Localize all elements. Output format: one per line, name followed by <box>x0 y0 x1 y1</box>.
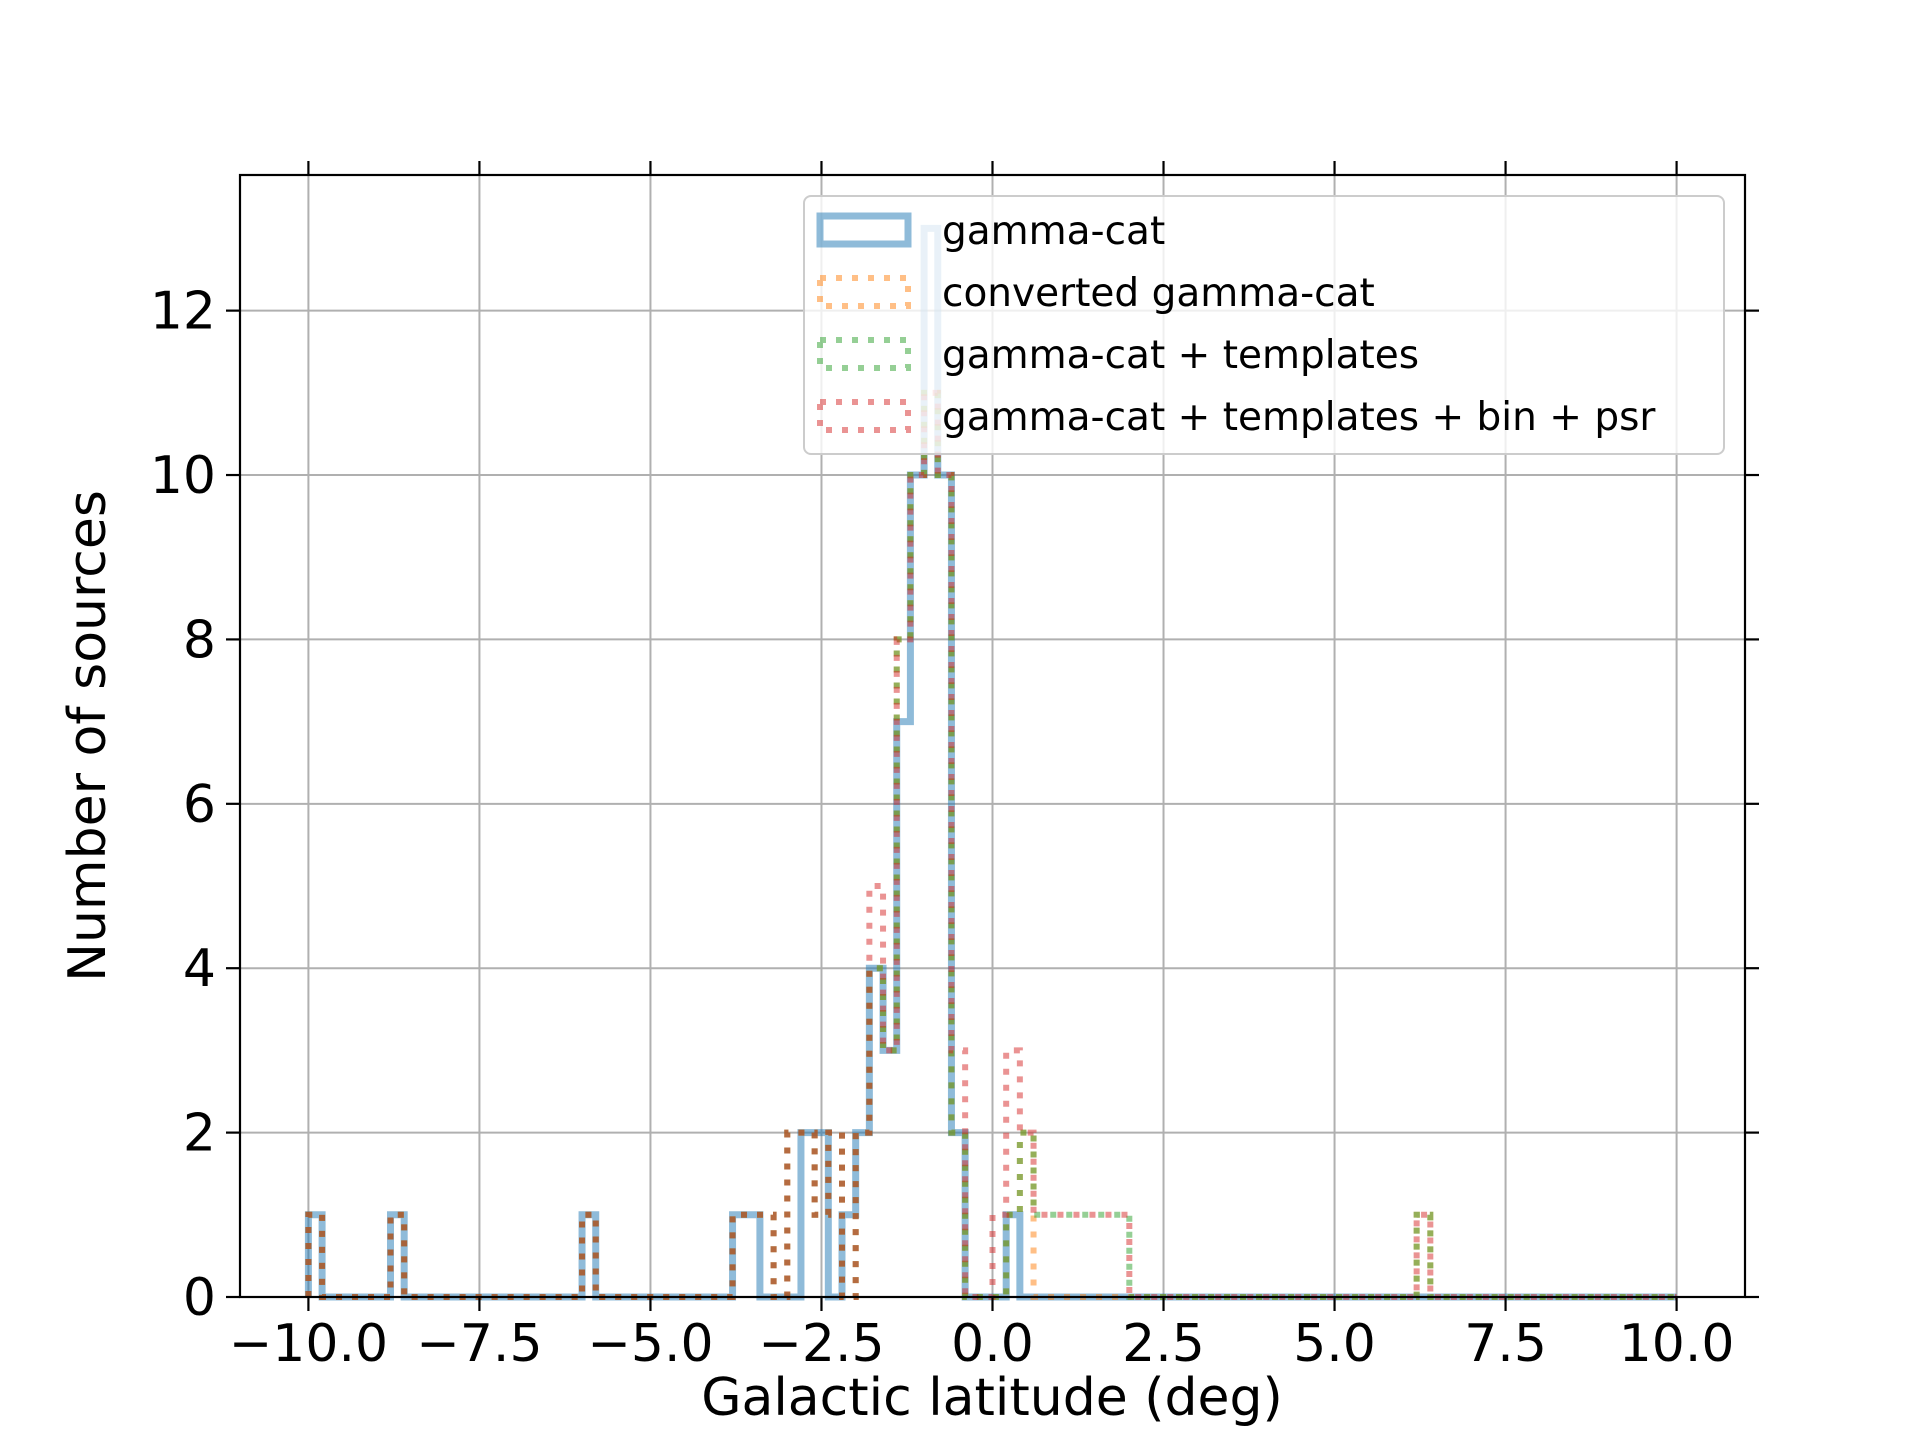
y-tick-label: 0 <box>183 1268 216 1328</box>
legend-label-2: converted gamma-cat <box>942 271 1375 316</box>
x-tick-label: 5.0 <box>1293 1314 1376 1374</box>
y-tick-label: 10 <box>150 446 216 506</box>
legend-label-3: gamma-cat + templates <box>942 333 1419 378</box>
legend-frame <box>803 195 1725 455</box>
x-tick-label: 2.5 <box>1122 1314 1205 1374</box>
legend: gamma-cat converted gamma-cat gamma-cat + … <box>803 195 1725 455</box>
axis-ticks: −10.0 −7.5 −5.0 −2.5 0.0 2.5 5.0 7.5 10.0 0 2 4 6 8 10… <box>150 161 1759 1374</box>
y-tick-label: 6 <box>183 775 216 835</box>
legend-swatch-2 <box>817 275 911 309</box>
x-tick-label: −5.0 <box>587 1314 713 1374</box>
legend-label-4: gamma-cat + templates + bin + psr <box>942 395 1656 440</box>
legend-label-1: gamma-cat <box>942 209 1165 254</box>
y-tick-label: 2 <box>183 1104 216 1164</box>
x-axis-label: Galactic latitude (deg) <box>701 1368 1283 1428</box>
x-tick-label: −2.5 <box>758 1314 884 1374</box>
x-tick-label: 10.0 <box>1619 1314 1735 1374</box>
legend-swatch-4 <box>817 399 911 433</box>
y-axis-label: Number of sources <box>58 490 118 982</box>
x-tick-label: −7.5 <box>416 1314 542 1374</box>
x-tick-label: 0.0 <box>951 1314 1034 1374</box>
y-tick-label: 8 <box>183 610 216 670</box>
y-tick-label: 4 <box>183 939 216 999</box>
legend-swatch-3 <box>817 337 911 371</box>
x-tick-label: 7.5 <box>1464 1314 1547 1374</box>
legend-swatch-1 <box>816 212 912 248</box>
x-tick-label: −10.0 <box>229 1314 388 1374</box>
y-tick-label: 12 <box>150 282 216 342</box>
